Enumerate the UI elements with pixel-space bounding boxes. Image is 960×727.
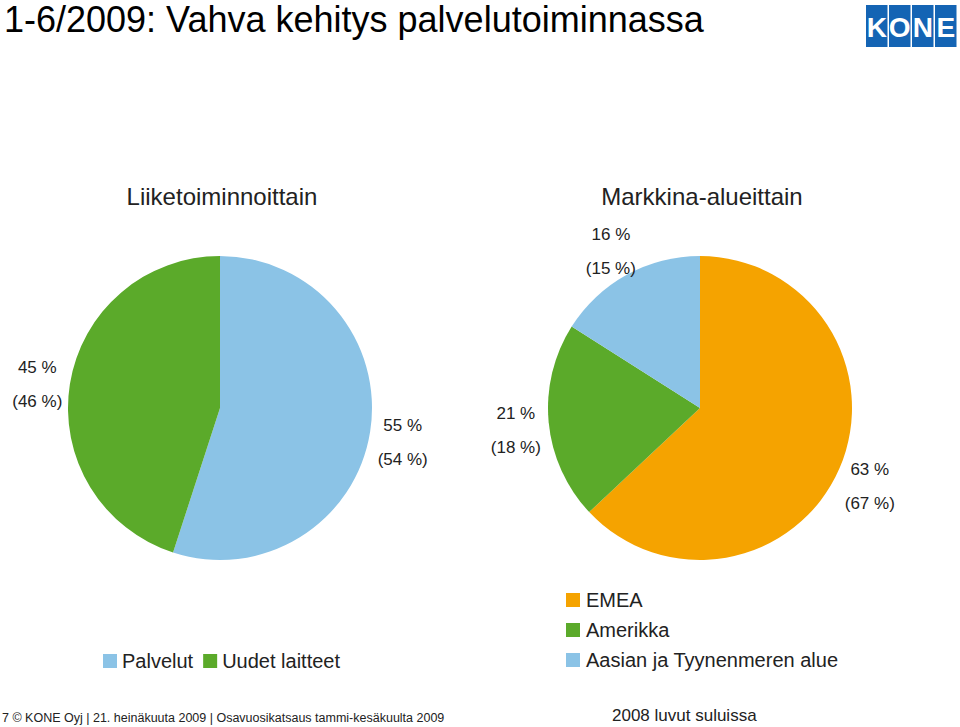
slide: 1-6/2009: Vahva kehitys palvelutoiminnas… [0,0,960,727]
prior-data-label: (15 %) [586,259,636,278]
logo-text: KONE [867,12,955,43]
logo-letter: K [867,12,887,43]
data-label: 55 % [383,416,422,435]
legend: Palvelut Uudet laitteet [103,650,340,672]
pie-slice [572,256,700,408]
logo-box [889,5,911,47]
logo-box [912,5,934,47]
legend-label: Palvelut [122,650,194,672]
prior-data-label: (46 %) [12,392,62,411]
chart-title: Liiketoiminnoittain [127,183,318,210]
legend-label: Amerikka [586,619,670,641]
data-label: 63 % [850,460,889,479]
chart-title: Markkina-alueittain [601,183,802,210]
pie-chart: Markkina-alueittain 63 % (67 %) 21 % (18 %) 1… [491,183,895,671]
slide-title: 1-6/2009: Vahva kehitys palvelutoiminnas… [4,0,705,40]
footer: 7 © KONE Oyj | 21. heinäkuuta 2009 | Osa… [2,711,444,725]
legend-label: Uudet laitteet [222,650,340,672]
logo-box [935,5,957,47]
legend-swatch [566,623,580,637]
prior-data-label: (67 %) [845,494,895,513]
legend-swatch [103,654,117,668]
prior-data-label: (54 %) [378,450,428,469]
pie-slice [68,256,220,553]
footnote: 2008 luvut suluissa [612,706,757,725]
logo: KONE [866,5,957,47]
legend-label: Aasian ja Tyynenmeren alue [586,649,838,671]
logo-letter: E [936,12,955,43]
data-label: 21 % [496,404,535,423]
legend: EMEA Amerikka Aasian ja Tyynenmeren alue [566,589,838,671]
logo-letter: O [889,12,911,43]
data-label: 16 % [592,225,631,244]
legend-swatch [566,653,580,667]
prior-data-label: (18 %) [491,438,541,457]
pie-chart: Liiketoiminnoittain 55 % (54 %) 45 % (46 %) P… [12,183,428,672]
logo-letter: N [913,12,933,43]
logo-box [866,5,888,47]
data-label: 45 % [18,358,57,377]
legend-swatch [203,654,217,668]
legend-swatch [566,593,580,607]
legend-label: EMEA [586,589,643,611]
